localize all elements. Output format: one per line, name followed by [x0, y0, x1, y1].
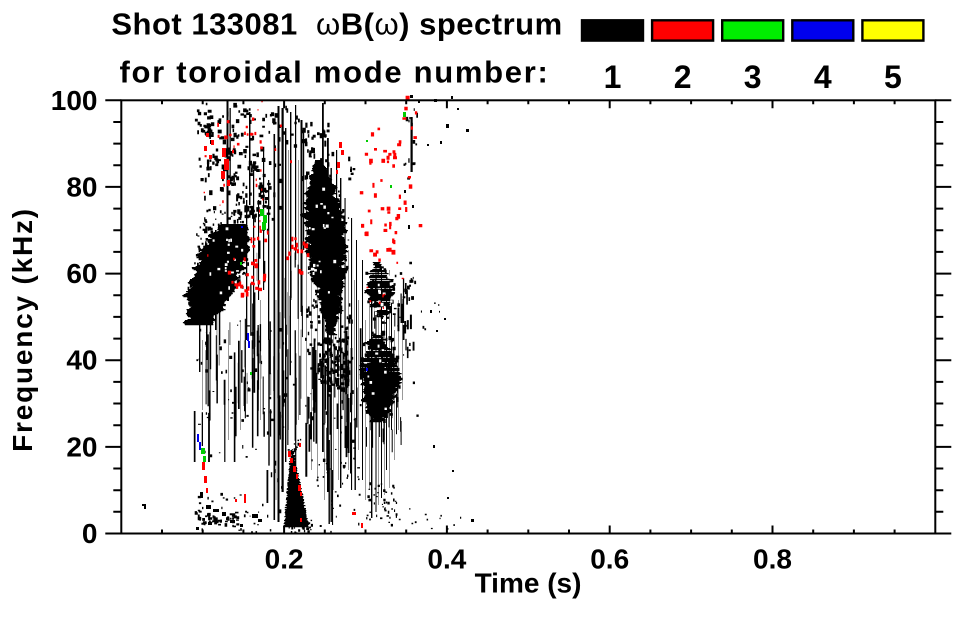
svg-text:1: 1 [604, 59, 622, 95]
svg-text:80: 80 [66, 171, 97, 202]
svg-text:0.8: 0.8 [753, 544, 792, 575]
svg-text:5: 5 [884, 59, 902, 95]
svg-text:20: 20 [66, 431, 97, 462]
svg-text:0.4: 0.4 [427, 544, 466, 575]
svg-text:60: 60 [66, 258, 97, 289]
svg-text:0.6: 0.6 [590, 544, 629, 575]
svg-text:4: 4 [814, 59, 832, 95]
svg-text:2: 2 [674, 59, 692, 95]
svg-text:for toroidal mode number:: for toroidal mode number: [120, 55, 550, 90]
svg-text:Time (s): Time (s) [475, 568, 582, 599]
svg-text:100: 100 [51, 85, 98, 116]
svg-text:40: 40 [66, 345, 97, 376]
svg-text:Frequency (kHz): Frequency (kHz) [7, 207, 38, 452]
svg-text:0: 0 [82, 518, 98, 549]
svg-text:0.2: 0.2 [265, 544, 304, 575]
svg-text:Shot 133081 ωB(ω) spectrum: Shot 133081 ωB(ω) spectrum [111, 7, 562, 42]
svg-text:3: 3 [744, 59, 762, 95]
